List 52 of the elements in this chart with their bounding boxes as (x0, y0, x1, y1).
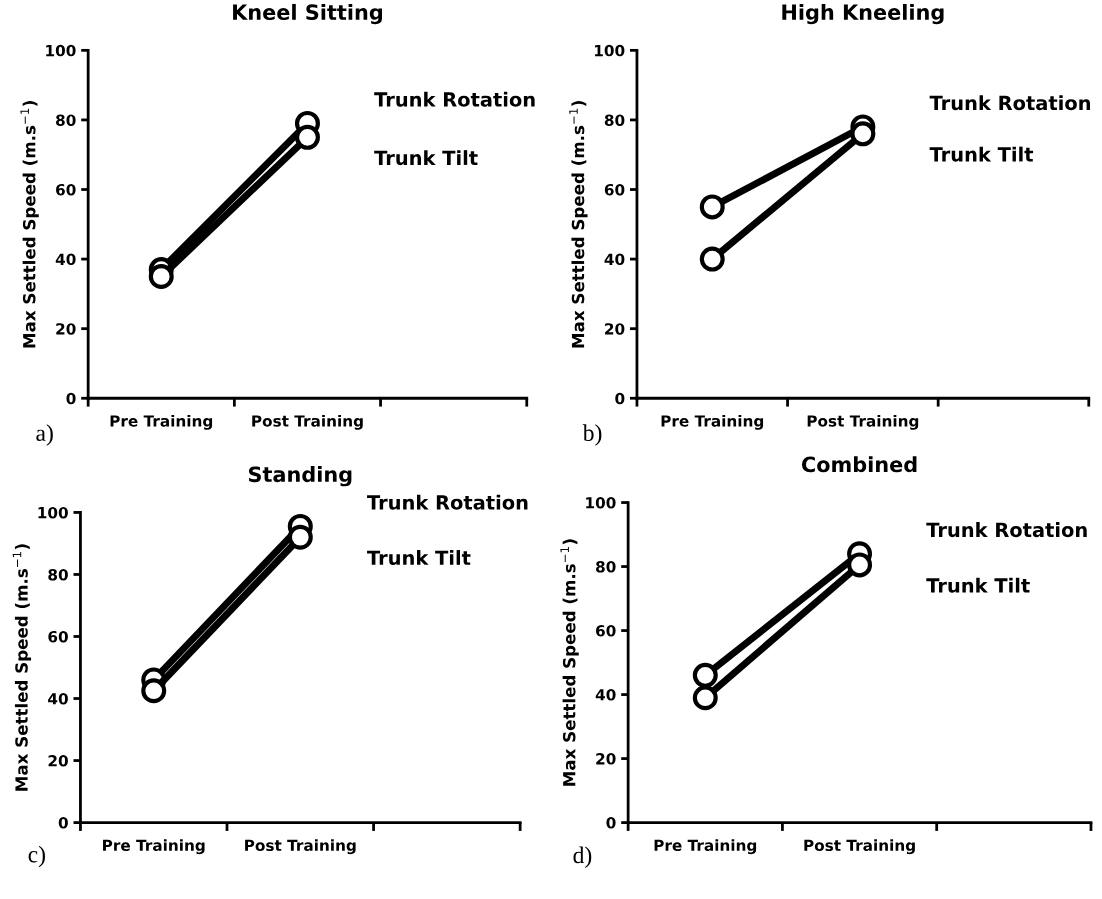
y-axis-title: Max Settled Speed (m.s$^{−1}$) (560, 539, 579, 786)
y-tick-label: 100 (38, 506, 68, 519)
y-tick-label: 80 (56, 114, 76, 126)
chart-title: Combined (801, 456, 917, 473)
y-tick-label: 100 (586, 497, 616, 509)
text: Trunk Rotation (926, 522, 1087, 538)
chart-title: Standing (248, 466, 352, 487)
text: Trunk Rotation (367, 494, 528, 510)
y-axis-title: Max Settled Speed (m.s$^{−1}$) (20, 101, 39, 348)
text: d) (573, 846, 592, 868)
x-tick-label: Post Training (807, 414, 919, 430)
y-axis-title: Max Settled Speed (m.s$^{−1}$) (569, 101, 588, 348)
text: Trunk Tilt (926, 577, 1030, 593)
x-tick-label: Pre Training (654, 839, 757, 855)
x-tick-label: Post Training (252, 414, 363, 430)
y-tick-label: 60 (56, 183, 76, 196)
text: Trunk Rotation (374, 91, 535, 107)
y-tick-label: 20 (48, 755, 68, 767)
y-tick-label: 80 (48, 568, 68, 581)
y-tick-label: 60 (48, 630, 68, 643)
x-tick-label: Post Training (804, 839, 915, 855)
x-tick-label: Post Training (245, 839, 356, 855)
text: Trunk Tilt (929, 146, 1034, 162)
y-tick-label: 0 (66, 392, 76, 405)
y-tick-label: 0 (606, 817, 616, 829)
y-tick-label: 20 (605, 323, 625, 335)
text: Trunk Tilt (367, 550, 471, 566)
chart-title: High Kneeling (782, 3, 944, 25)
y-tick-label: 40 (595, 689, 616, 701)
text: Trunk Rotation (929, 95, 1091, 111)
y-tick-label: 60 (604, 183, 625, 196)
y-tick-label: 0 (615, 392, 625, 405)
text: a) (36, 424, 53, 446)
x-tick-label: Pre Training (103, 839, 205, 855)
y-tick-label: 80 (596, 561, 616, 573)
y-tick-label: 40 (604, 253, 625, 266)
y-tick-label: 0 (58, 817, 68, 829)
y-tick-label: 60 (596, 625, 616, 637)
y-tick-label: 100 (594, 44, 625, 57)
y-tick-label: 40 (48, 692, 68, 705)
y-axis-title: Max Settled Speed (m.s$^{−1}$) (12, 544, 32, 791)
y-tick-label: 80 (604, 114, 625, 126)
y-tick-label: 40 (55, 253, 76, 266)
y-tick-label: 20 (56, 323, 76, 335)
text: b) (582, 424, 602, 446)
x-tick-label: Pre Training (110, 414, 213, 430)
chart-title: Kneel Sitting (233, 3, 382, 25)
text: c) (28, 845, 45, 868)
text: Trunk Tilt (374, 150, 478, 166)
y-tick-label: 100 (46, 44, 76, 57)
x-tick-label: Pre Training (661, 414, 764, 430)
y-tick-label: 20 (596, 753, 616, 765)
